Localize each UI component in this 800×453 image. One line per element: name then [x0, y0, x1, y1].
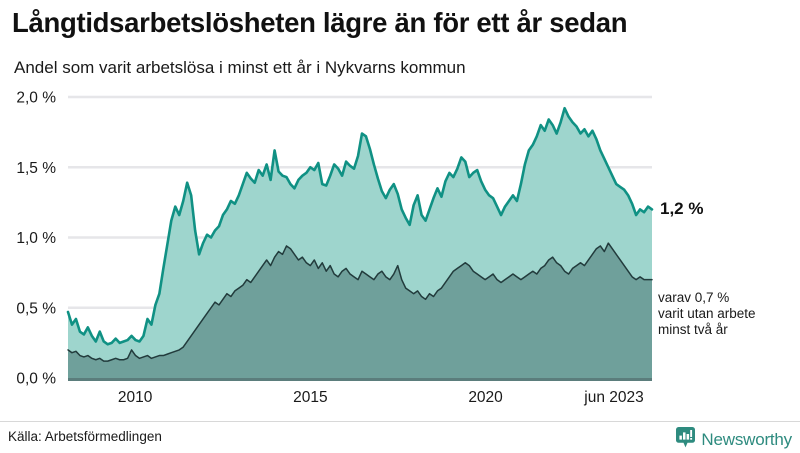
page-title: Långtidsarbetslösheten lägre än för ett … [12, 7, 628, 38]
source-label: Källa: Arbetsförmedlingen [8, 429, 162, 444]
bar-chart-bubble-icon [676, 427, 696, 453]
x-axis-tick-label: 2020 [468, 389, 503, 406]
secondary-annotation-line-2: varit utan arbete [658, 305, 756, 321]
primary-value-annotation: 1,2 % [660, 199, 704, 219]
x-axis-tick-label: jun 2023 [583, 389, 643, 406]
x-axis-tick-label: 2015 [293, 389, 327, 406]
x-axis-labels: 2010 2015 2020 jun 2023 [118, 389, 644, 406]
brand-name: Newsworthy [701, 430, 792, 449]
series-area-1 [68, 243, 652, 378]
secondary-value-annotation: varav 0,7 % varit utan arbete minst två … [658, 290, 756, 338]
y-axis-tick-label: 0,5 % [16, 300, 56, 317]
series-line-1 [67, 242, 653, 362]
series-layer [66, 106, 654, 379]
x-axis-tick-label: 2010 [118, 389, 153, 406]
chart-subtitle: Andel som varit arbetslösa i minst ett å… [14, 58, 466, 77]
y-axis-tick-label: 0,0 % [16, 371, 56, 388]
series-line-0 [66, 106, 654, 346]
footer-divider [0, 421, 800, 422]
y-axis-labels: 0,0 % 0,5 % 1,0 % 1,5 % 2,0 % [16, 90, 56, 388]
secondary-annotation-line-1: varav 0,7 % [658, 289, 730, 305]
secondary-annotation-line-3: minst två år [658, 321, 728, 337]
y-axis-tick-label: 2,0 % [16, 90, 56, 107]
y-axis-tick-label: 1,0 % [16, 230, 56, 247]
brand-logo: Newsworthy [676, 427, 792, 453]
y-axis-tick-label: 1,5 % [16, 160, 56, 177]
